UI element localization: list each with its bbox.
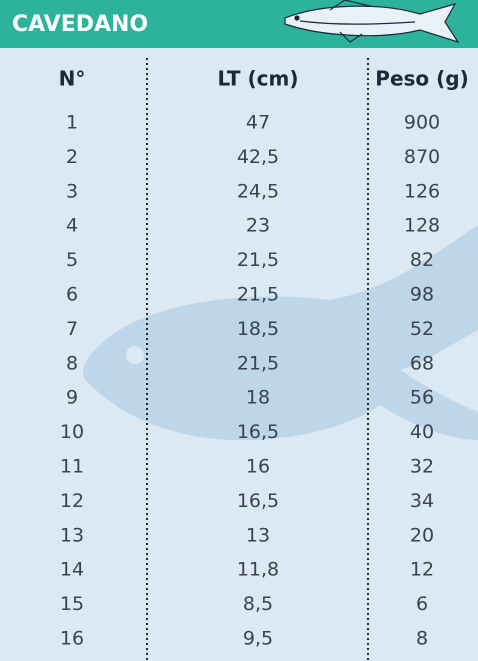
table-cell: 15 bbox=[60, 593, 84, 615]
table-cell: 3 bbox=[66, 180, 78, 202]
table-cell: 6 bbox=[416, 593, 428, 615]
fish-illustration bbox=[284, 0, 460, 44]
table-cell: 1 bbox=[66, 112, 78, 134]
table-cell: 98 bbox=[410, 284, 434, 306]
table-cell: 900 bbox=[404, 112, 440, 134]
table-cell: 126 bbox=[404, 180, 440, 202]
column-header: LT (cm) bbox=[217, 67, 298, 91]
watermark-fish bbox=[83, 225, 478, 441]
table-cell: 8 bbox=[416, 628, 428, 650]
column-header: N° bbox=[59, 67, 86, 91]
table-cell: 16,5 bbox=[237, 490, 279, 512]
column-header: Peso (g) bbox=[375, 67, 468, 91]
table-cell: 13 bbox=[60, 524, 84, 546]
table-cell: 68 bbox=[410, 352, 434, 374]
table-cell: 8,5 bbox=[243, 593, 273, 615]
table-cell: 52 bbox=[410, 318, 434, 340]
table-cell: 21,5 bbox=[237, 352, 279, 374]
table-cell: 32 bbox=[410, 456, 434, 478]
table-cell: 9,5 bbox=[243, 628, 273, 650]
table-cell: 40 bbox=[410, 421, 434, 443]
table-cell: 7 bbox=[66, 318, 78, 340]
table-cell: 18,5 bbox=[237, 318, 279, 340]
table-cell: 14 bbox=[60, 559, 84, 581]
table-cell: 2 bbox=[66, 146, 78, 168]
table-cell: 42,5 bbox=[237, 146, 279, 168]
table-cell: 13 bbox=[246, 524, 270, 546]
table-cell: 16,5 bbox=[237, 421, 279, 443]
table-cell: 128 bbox=[404, 215, 440, 237]
table-cell: 10 bbox=[60, 421, 84, 443]
table-cell: 9 bbox=[66, 387, 78, 409]
table-cell: 11 bbox=[60, 456, 84, 478]
table-cell: 47 bbox=[246, 112, 270, 134]
table-cell: 16 bbox=[60, 628, 84, 650]
table-cell: 23 bbox=[246, 215, 270, 237]
table-cell: 18 bbox=[246, 387, 270, 409]
table-cell: 24,5 bbox=[237, 180, 279, 202]
table-cell: 56 bbox=[410, 387, 434, 409]
header-title: CAVEDANO bbox=[12, 12, 148, 37]
table-cell: 11,8 bbox=[237, 559, 279, 581]
table-cell: 20 bbox=[410, 524, 434, 546]
watermark-eye bbox=[126, 346, 144, 364]
table-cell: 82 bbox=[410, 249, 434, 271]
table-cell: 21,5 bbox=[237, 249, 279, 271]
table-cell: 4 bbox=[66, 215, 78, 237]
table-cell: 16 bbox=[246, 456, 270, 478]
table-cell: 34 bbox=[410, 490, 434, 512]
table-cell: 6 bbox=[66, 284, 78, 306]
table-cell: 12 bbox=[410, 559, 434, 581]
table-cell: 8 bbox=[66, 352, 78, 374]
table-cell: 870 bbox=[404, 146, 440, 168]
table-cell: 5 bbox=[66, 249, 78, 271]
table-cell: 21,5 bbox=[237, 284, 279, 306]
table-cell: 12 bbox=[60, 490, 84, 512]
